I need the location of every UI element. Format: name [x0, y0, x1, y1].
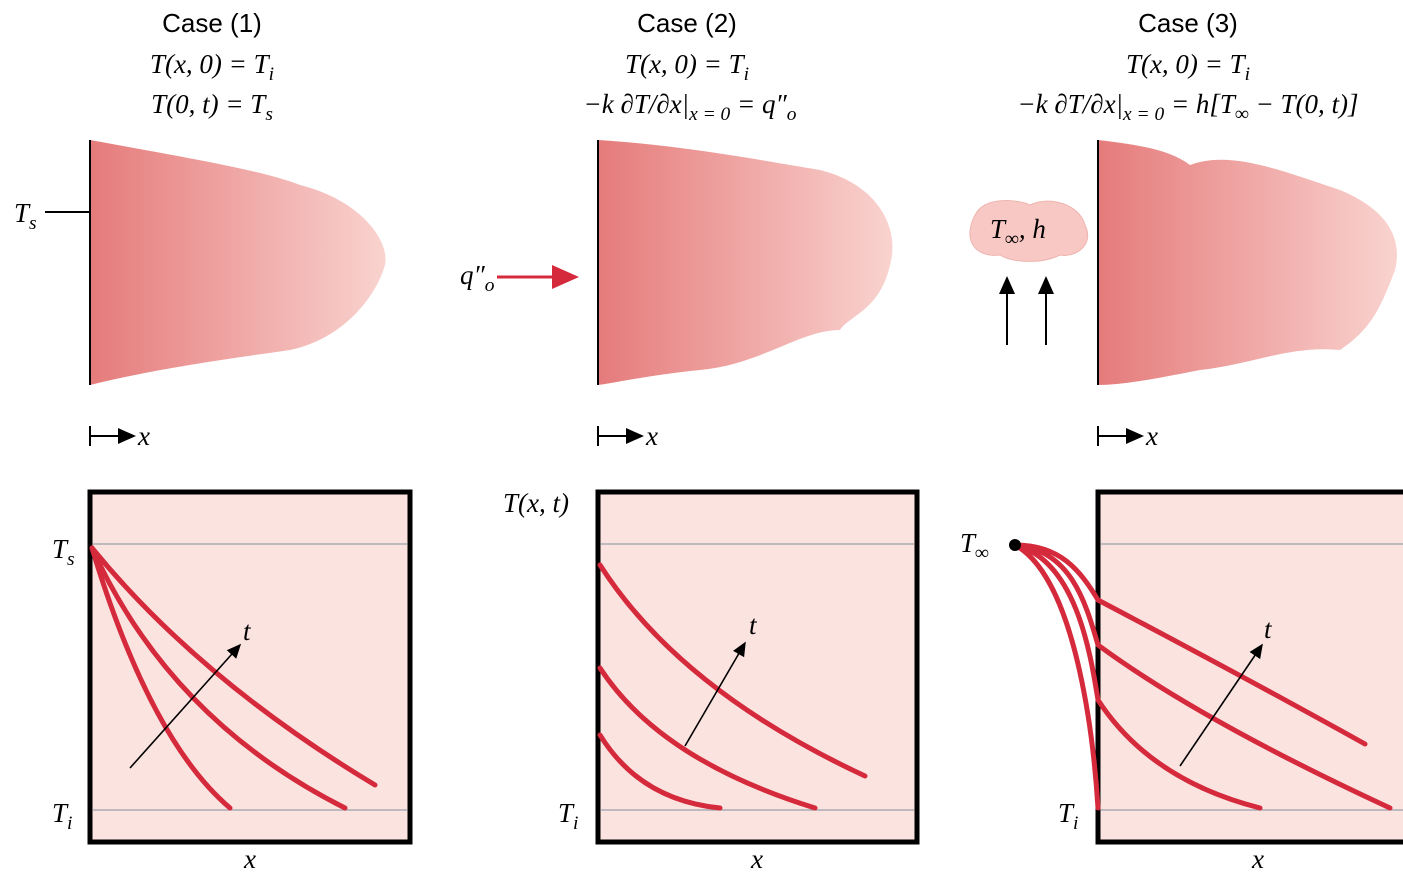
slab: [598, 140, 892, 385]
slab: [1098, 140, 1397, 385]
initial-condition: T(x, 0) = Ti: [150, 49, 274, 85]
initial-condition: T(x, 0) = Ti: [1126, 49, 1250, 85]
case-title: Case (1): [162, 8, 262, 38]
flux-label: q″o: [460, 260, 495, 296]
subscript: i: [744, 64, 749, 85]
subscript: o: [485, 275, 495, 296]
surface-label: Ts: [14, 198, 37, 234]
subscript: ∞: [975, 543, 989, 564]
x-arrow: [90, 426, 1142, 446]
text-part: −k ∂T/∂x|: [1017, 89, 1123, 119]
case-title: Case (3): [1138, 8, 1238, 38]
subscript: ∞: [1005, 229, 1019, 250]
text-part: − T(0, t)]: [1249, 89, 1359, 119]
text-part: = q″: [730, 89, 787, 119]
case-title: Case (2): [637, 8, 737, 38]
subscript: i: [573, 813, 578, 834]
lower-label: Ti: [52, 798, 72, 834]
upper-label: Ts: [52, 534, 75, 570]
x-label: x: [645, 421, 658, 451]
boundary-condition: T(0, t) = Ts: [151, 89, 273, 125]
text-part: T(0, t) = T: [151, 89, 267, 119]
subscript: s: [265, 104, 273, 125]
text-part: = h[T: [1164, 89, 1237, 119]
lower-label: Ti: [558, 798, 578, 834]
subscript: i: [1073, 813, 1078, 834]
subscript: i: [1245, 64, 1250, 85]
slab: [90, 140, 386, 385]
axis-label: x: [750, 844, 763, 874]
lower-label: Ti: [1058, 798, 1078, 834]
fluid-temperature-point: [1009, 539, 1021, 551]
initial-condition: T(x, 0) = Ti: [625, 49, 749, 85]
upper-label: T∞: [960, 528, 989, 564]
text-part: T(x, 0) = T: [625, 49, 746, 79]
subscript: s: [67, 549, 75, 570]
y-axis-label: T(x, t): [503, 488, 569, 518]
subscript: x = 0: [688, 104, 730, 125]
subscript: x = 0: [1122, 104, 1164, 125]
axis-label: x: [1251, 844, 1264, 874]
text-part: T(x, 0) = T: [1126, 49, 1247, 79]
x-label: x: [1145, 421, 1158, 451]
subscript: i: [67, 813, 72, 834]
axis-label: x: [243, 844, 256, 874]
subscript: i: [269, 64, 274, 85]
x-label: x: [137, 421, 150, 451]
figure: Case (1) T(x, 0) = Ti T(0, t) = Ts Case …: [0, 0, 1403, 874]
text-part: −k ∂T/∂x|: [584, 89, 690, 119]
subscript: o: [787, 104, 797, 125]
subscript: s: [29, 213, 37, 234]
boundary-condition: −k ∂T/∂x|x = 0 = h[T∞ − T(0, t)]: [1017, 89, 1358, 125]
boundary-condition: −k ∂T/∂x|x = 0 = q″o: [584, 89, 797, 125]
text-part: T(x, 0) = T: [150, 49, 271, 79]
subscript: ∞: [1235, 104, 1249, 125]
text-part: , h: [1019, 214, 1046, 244]
text-part: q″: [460, 260, 486, 290]
